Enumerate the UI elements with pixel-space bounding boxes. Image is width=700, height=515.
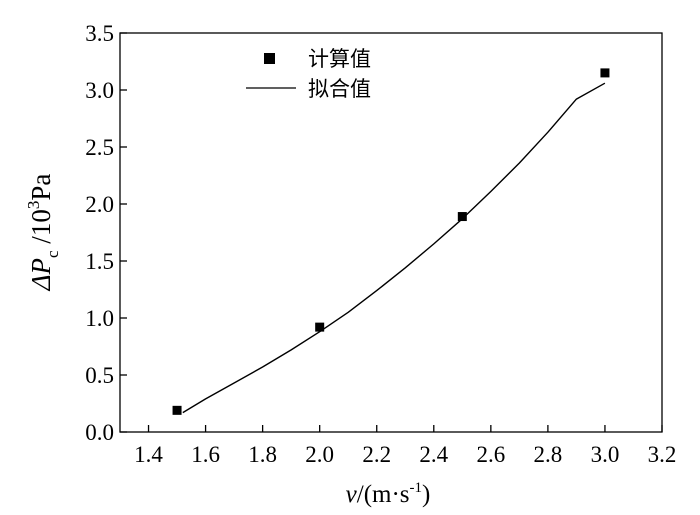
y-tick-label: 0.0 xyxy=(85,420,114,445)
y-tick-label: 0.5 xyxy=(85,363,114,388)
data-point xyxy=(457,212,467,222)
x-tick-label: 2.8 xyxy=(534,442,563,467)
fit-curve xyxy=(182,82,606,414)
legend-label-fit: 拟合值 xyxy=(308,77,371,101)
data-point xyxy=(600,68,610,78)
y-axis-title: ΔPc /103Pa xyxy=(24,174,62,292)
x-tick-label: 2.6 xyxy=(476,442,505,467)
y-tick-label: 3.5 xyxy=(85,21,114,46)
x-tick-label: 1.4 xyxy=(134,442,163,467)
y-tick-label: 1.0 xyxy=(85,306,114,331)
plot-axes xyxy=(119,32,663,433)
data-point xyxy=(172,405,182,415)
x-tick-label: 2.0 xyxy=(305,442,334,467)
legend: 计算值 拟合值 xyxy=(246,47,371,101)
y-axis-ticks: 0.0 0.5 1.0 1.5 2.0 2.5 3.0 3.5 xyxy=(85,21,127,445)
y-tick-label: 3.0 xyxy=(85,78,114,103)
legend-marker-scatter xyxy=(264,53,275,64)
x-tick-label: 2.4 xyxy=(419,442,448,467)
x-tick-label: 3.2 xyxy=(648,442,677,467)
x-axis-title: v/(m·s-1) xyxy=(346,480,431,508)
legend-label-scatter: 计算值 xyxy=(308,47,371,71)
x-axis-ticks: 1.4 1.6 1.8 2.0 2.2 2.4 2.6 2.8 3.0 3.2 xyxy=(134,425,676,467)
y-tick-label: 2.5 xyxy=(85,135,114,160)
x-tick-label: 1.6 xyxy=(191,442,220,467)
x-tick-label: 2.2 xyxy=(362,442,391,467)
y-tick-label: 2.0 xyxy=(85,192,114,217)
x-tick-label: 3.0 xyxy=(591,442,620,467)
x-tick-label: 1.8 xyxy=(248,442,277,467)
data-point xyxy=(315,322,325,332)
y-tick-label: 1.5 xyxy=(85,249,114,274)
series-layer xyxy=(172,68,610,415)
plot-frame xyxy=(119,32,663,433)
